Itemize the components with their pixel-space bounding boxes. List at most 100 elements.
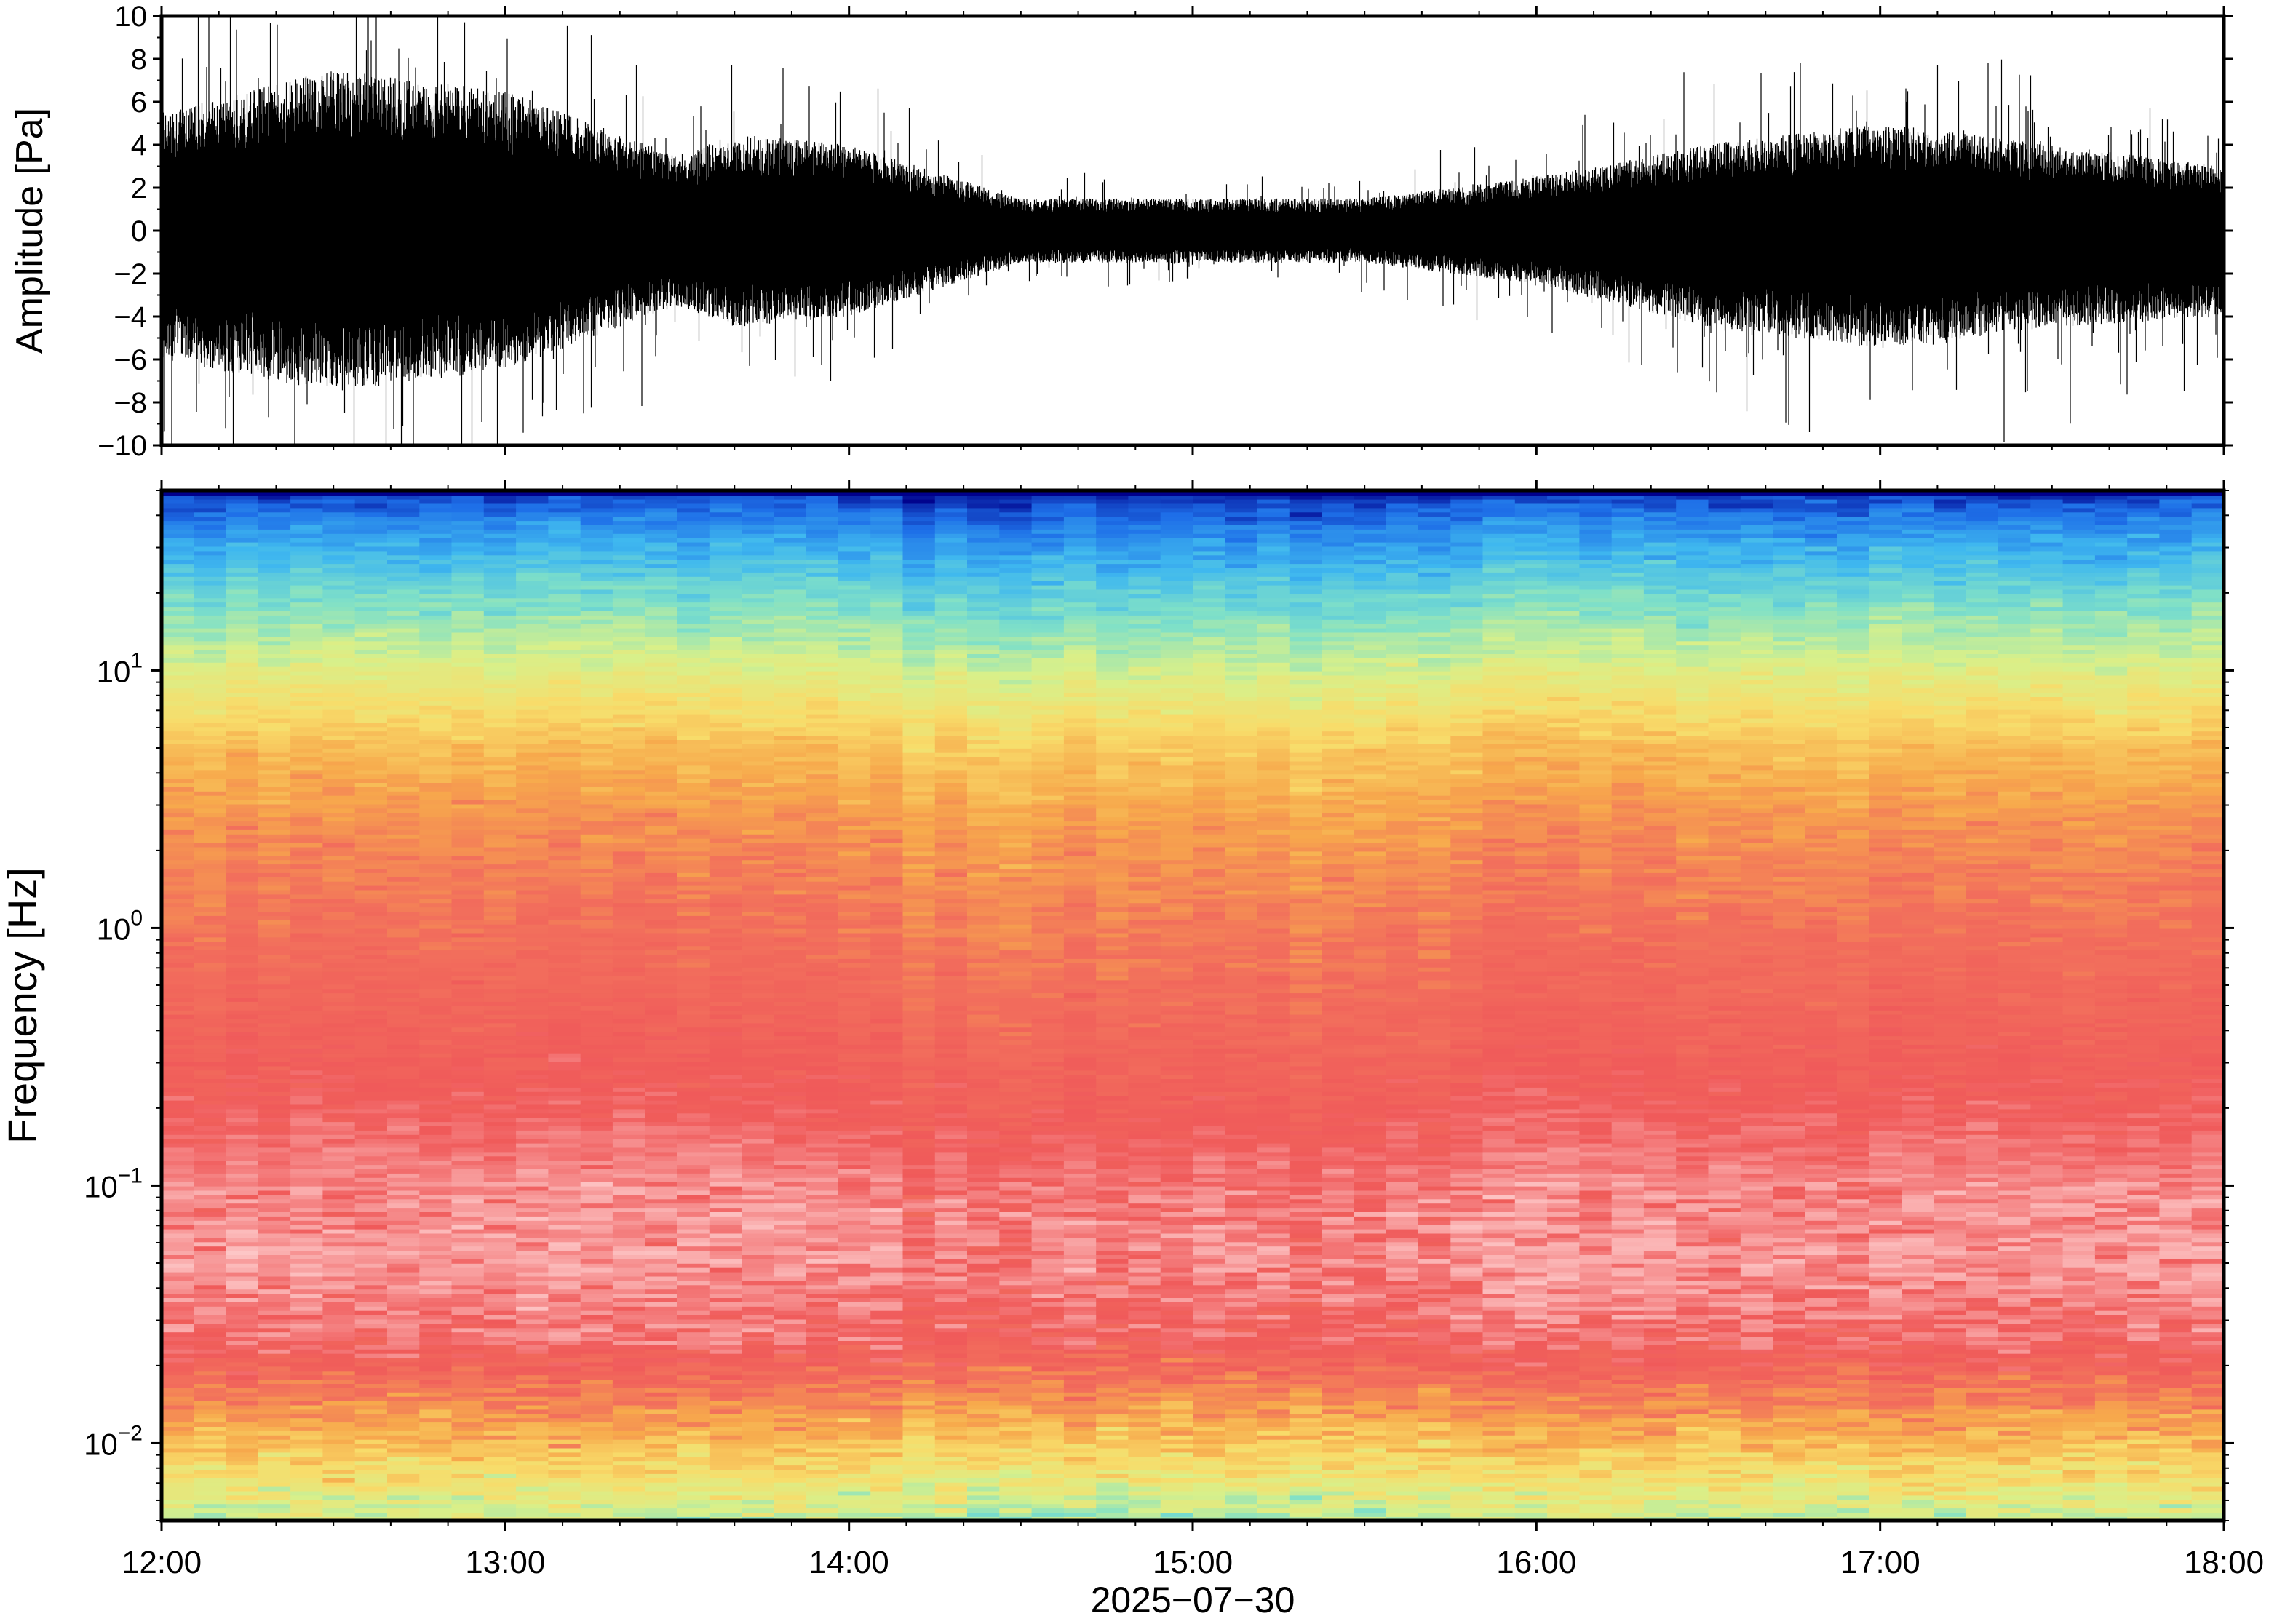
spectrogram-cell — [677, 1177, 710, 1182]
spectrogram-cell — [194, 1289, 227, 1294]
spectrogram-cell — [290, 1108, 324, 1114]
spectrogram-cell — [258, 1499, 291, 1505]
spectrogram-cell — [677, 1353, 710, 1358]
spectrogram-cell — [387, 1065, 421, 1071]
spectrogram-cell — [645, 529, 678, 534]
spectrogram-cell — [354, 1404, 388, 1410]
spectrogram-cell — [516, 1413, 549, 1419]
spectrogram-cell — [419, 533, 453, 538]
spectrogram-cell — [612, 885, 645, 891]
spectrogram-cell — [162, 1001, 195, 1006]
spectrogram-cell — [612, 666, 645, 672]
spectrogram-cell — [387, 928, 421, 934]
spectrogram-cell — [742, 1006, 775, 1011]
spectrogram-cell — [742, 576, 775, 581]
spectrogram-cell — [677, 1198, 710, 1204]
spectrogram-cell — [258, 773, 291, 779]
spectrogram-cell — [483, 1233, 517, 1238]
spectrogram-cell — [354, 1070, 388, 1075]
spectrogram-cell — [483, 1469, 517, 1474]
spectrogram-cell — [258, 731, 291, 736]
spectrogram-cell — [709, 559, 742, 565]
spectrogram-cell — [451, 773, 485, 779]
spectrogram-cell — [322, 666, 356, 672]
spectrogram-cell — [290, 589, 324, 594]
spectrogram-cell — [806, 1233, 839, 1238]
spectrogram-cell — [194, 1035, 227, 1040]
spectrogram-cell — [322, 1018, 356, 1024]
spectrogram-cell — [226, 1353, 259, 1358]
spectrogram-cell — [742, 662, 775, 667]
spectrogram-cell — [677, 851, 710, 856]
spectrogram-cell — [322, 846, 356, 852]
spectrogram-cell — [548, 541, 581, 547]
spectrogram-cell — [258, 1121, 291, 1126]
spectrogram-cell — [483, 709, 517, 715]
spectrogram-cell — [580, 923, 613, 929]
waveform-line — [162, 16, 2224, 445]
spectrogram-cell — [419, 1409, 453, 1414]
spectrogram-cell — [645, 1284, 678, 1290]
spectrogram-cell — [677, 992, 710, 998]
spectrogram-cell — [645, 1190, 678, 1195]
spectrogram-cell — [387, 1164, 421, 1169]
spectrogram-cell — [258, 1460, 291, 1466]
spectrogram-cell — [322, 1323, 356, 1329]
spectrogram-cell — [387, 1396, 421, 1401]
spectrogram-cell — [548, 1275, 581, 1281]
spectrogram-cell — [322, 1289, 356, 1294]
spectrogram-cell — [322, 619, 356, 624]
spectrogram-cell — [226, 1340, 259, 1345]
spectrogram-cell — [322, 975, 356, 981]
spectrogram-cell — [516, 1121, 549, 1126]
spectrogram-cell — [451, 1289, 485, 1294]
spectrogram-cell — [774, 1155, 807, 1161]
spectrogram-cell — [419, 1396, 453, 1401]
spectrogram-cell — [258, 709, 291, 715]
spectrogram-cell — [645, 1512, 678, 1517]
spectrogram-cell — [645, 619, 678, 624]
spectrogram-cell — [322, 559, 356, 565]
spectrogram-cell — [322, 1327, 356, 1333]
spectrogram-cell — [354, 1160, 388, 1166]
spectrogram-cell — [451, 1173, 485, 1178]
spectrogram-cell — [516, 674, 549, 680]
spectrogram-cell — [548, 602, 581, 608]
spectrogram-cell — [483, 954, 517, 959]
spectrogram-cell — [774, 787, 807, 792]
spectrogram-cell — [612, 1126, 645, 1131]
spectrogram-cell — [387, 1006, 421, 1011]
spectrogram-cell — [709, 1104, 742, 1110]
spectrogram-cell — [419, 537, 453, 543]
spectrogram-cell — [354, 997, 388, 1002]
spectrogram-cell — [387, 868, 421, 873]
spectrogram-cell — [226, 701, 259, 706]
spectrogram-cell — [419, 1345, 453, 1350]
spectrogram-cell — [194, 1430, 227, 1436]
spectrogram-cell — [419, 1361, 453, 1367]
spectrogram-cell — [194, 1061, 227, 1067]
spectrogram-cell — [806, 1361, 839, 1367]
spectrogram-cell — [645, 855, 678, 861]
spectrogram-cell — [194, 546, 227, 552]
waveform-trace — [162, 16, 2224, 445]
spectrogram-cell — [387, 679, 421, 685]
spectrogram-cell — [194, 958, 227, 963]
spectrogram-cell — [162, 1271, 195, 1277]
spectrogram-cell — [677, 498, 710, 504]
spectrogram-cell — [677, 795, 710, 800]
spectrogram-cell — [645, 627, 678, 633]
spectrogram-cell — [742, 1435, 775, 1440]
spectrogram-cell — [258, 1117, 291, 1123]
spectrogram-cell — [322, 572, 356, 577]
spectrogram-cell — [387, 1061, 421, 1067]
spectrogram-cell — [709, 1310, 742, 1315]
spectrogram-cell — [580, 803, 613, 809]
spectrogram-cell — [645, 765, 678, 771]
spectrogram-cell — [645, 1014, 678, 1019]
spectrogram-cell — [483, 756, 517, 762]
spectrogram-cell — [774, 576, 807, 581]
spectrogram-cell — [322, 1040, 356, 1045]
spectrogram-cell — [451, 597, 485, 603]
spectrogram-cell — [612, 1142, 645, 1148]
